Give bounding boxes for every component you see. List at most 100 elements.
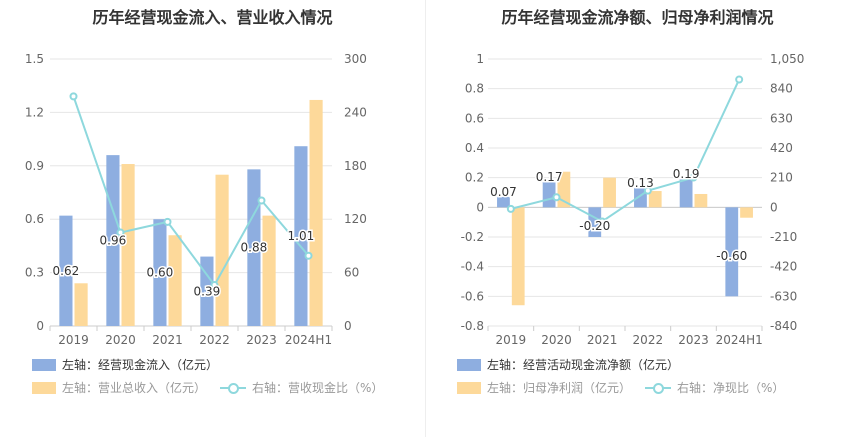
bar-data-label: -0.20 bbox=[579, 219, 610, 233]
category-tick-label: 2021 bbox=[152, 333, 183, 347]
category-tick-label: 2024H1 bbox=[716, 333, 763, 347]
bar-primary bbox=[497, 196, 510, 208]
right-axis-tick-label: 630 bbox=[770, 111, 793, 125]
bar-secondary bbox=[694, 193, 708, 208]
ratio-point bbox=[689, 173, 698, 182]
legend-item[interactable]: 左轴：营业总收入（亿元） bbox=[32, 379, 206, 396]
left-axis-tick-label: 0.6 bbox=[465, 111, 484, 125]
legend-swatch bbox=[457, 381, 481, 394]
category-tick-label: 2022 bbox=[633, 333, 664, 347]
left-axis-tick-label: -0.2 bbox=[461, 230, 484, 244]
left-axis-tick-label: -0.6 bbox=[461, 289, 484, 303]
left-axis-tick-label: 0.3 bbox=[25, 266, 44, 280]
bar-primary bbox=[725, 207, 739, 297]
legend-item[interactable]: 右轴：营收现金比（%） bbox=[220, 379, 383, 396]
category-tick-label: 2024H1 bbox=[285, 333, 332, 347]
panel-divider bbox=[425, 0, 426, 437]
right-axis-tick-label: 420 bbox=[770, 141, 793, 155]
bar-primary bbox=[294, 146, 308, 326]
legend-item[interactable]: 左轴：经营活动现金流净额（亿元） bbox=[457, 356, 679, 373]
left-axis-tick-label: 0.6 bbox=[25, 212, 44, 226]
legend-label: 左轴：营业总收入（亿元） bbox=[62, 381, 207, 395]
legend-label: 右轴：营收现金比（%） bbox=[252, 381, 384, 395]
left-axis-tick-label: -0.4 bbox=[461, 260, 484, 274]
right-axis-tick-label: 300 bbox=[344, 52, 367, 66]
right-axis-tick-label: 240 bbox=[344, 105, 367, 119]
bar-secondary bbox=[740, 207, 753, 218]
category-tick-label: 2019 bbox=[58, 333, 89, 347]
bar-secondary bbox=[121, 164, 135, 326]
bar-secondary bbox=[262, 215, 276, 326]
right-axis-tick-label: 210 bbox=[770, 171, 793, 185]
legend-swatch bbox=[32, 381, 56, 394]
ratio-line bbox=[510, 79, 741, 223]
category-tick-label: 2023 bbox=[678, 333, 709, 347]
category-tick-label: 2019 bbox=[496, 333, 527, 347]
bar-secondary bbox=[603, 177, 616, 208]
category-tick-label: 2020 bbox=[105, 333, 136, 347]
right-axis-tick-label: 840 bbox=[770, 82, 793, 96]
right-axis-tick-label: 60 bbox=[344, 266, 359, 280]
ratio-point bbox=[116, 228, 125, 237]
right-axis-tick-label: 0 bbox=[770, 200, 778, 214]
bar-secondary bbox=[648, 191, 662, 208]
legend-item[interactable]: 左轴：经营现金流入（亿元） bbox=[32, 356, 218, 373]
right-axis-tick-label: -420 bbox=[770, 260, 797, 274]
bar-data-label: 0.39 bbox=[194, 284, 221, 298]
bar-primary bbox=[200, 256, 214, 326]
bar-data-label: 0.60 bbox=[147, 266, 174, 280]
ratio-point bbox=[552, 193, 561, 202]
ratio-point bbox=[210, 281, 219, 290]
legend-swatch bbox=[457, 358, 481, 371]
chart-title: 历年经营现金流入、营业收入情况 bbox=[92, 8, 333, 27]
legend-label: 左轴：经营现金流入（亿元） bbox=[62, 358, 219, 372]
bar-primary bbox=[59, 215, 73, 326]
bar-secondary bbox=[215, 174, 229, 326]
left-axis-tick-label: 0.8 bbox=[465, 82, 484, 96]
category-tick-label: 2021 bbox=[587, 333, 618, 347]
ratio-point bbox=[735, 75, 744, 84]
bar-primary bbox=[542, 182, 556, 208]
ratio-point bbox=[598, 217, 607, 226]
right-axis-tick-label: 120 bbox=[344, 212, 367, 226]
chart-panel-net-cash: 历年经营现金流净额、归母净利润情况 -0.8 -840 -0.6 -630 -0.4 -4… bbox=[425, 0, 850, 437]
ratio-point bbox=[69, 92, 78, 101]
legend-item[interactable]: 左轴：归母净利润（亿元） bbox=[457, 379, 631, 396]
left-axis-tick-label: -0.8 bbox=[461, 319, 484, 333]
left-axis-tick-label: 1 bbox=[476, 52, 484, 66]
legend-label: 右轴：净现比（%） bbox=[677, 381, 785, 395]
bar-secondary bbox=[309, 99, 323, 326]
left-axis-tick-label: 0.4 bbox=[465, 141, 484, 155]
chart-svg: 0 0 0.3 60 0.6 120 0.9 180 1.2 240 1.5 300 2019 2020 2… bbox=[25, 52, 367, 347]
ratio-point bbox=[506, 204, 515, 213]
category-tick-label: 2020 bbox=[541, 333, 572, 347]
ratio-point bbox=[163, 217, 172, 226]
left-axis-tick-label: 1.5 bbox=[25, 52, 44, 66]
right-axis-tick-label: -210 bbox=[770, 230, 797, 244]
right-axis-tick-label: -630 bbox=[770, 289, 797, 303]
bar-secondary bbox=[511, 207, 525, 306]
chart-title: 历年经营现金流净额、归母净利润情况 bbox=[501, 8, 774, 27]
legend-swatch bbox=[645, 382, 672, 394]
bar-primary bbox=[106, 155, 120, 326]
category-tick-label: 2022 bbox=[199, 333, 230, 347]
right-axis-tick-label: 1,050 bbox=[770, 52, 804, 66]
chart-svg: -0.8 -840 -0.6 -630 -0.4 -420 -0.2 -210 0 0 0.2 210… bbox=[461, 52, 805, 347]
bar-data-label: 0.07 bbox=[490, 185, 517, 199]
left-axis-tick-label: 0 bbox=[36, 319, 44, 333]
bar-data-label: 1.01 bbox=[288, 229, 315, 243]
ratio-point bbox=[643, 186, 652, 195]
right-axis-tick-label: -840 bbox=[770, 319, 797, 333]
legend-swatch bbox=[32, 358, 56, 371]
left-axis-tick-label: 0.2 bbox=[465, 171, 484, 185]
ratio-point bbox=[304, 251, 313, 260]
bar-secondary bbox=[168, 235, 182, 326]
bar-data-label: -0.60 bbox=[716, 249, 747, 263]
left-axis-tick-label: 1.2 bbox=[25, 105, 44, 119]
bar-primary bbox=[153, 219, 167, 326]
legend-item[interactable]: 右轴：净现比（%） bbox=[645, 379, 784, 396]
bar-data-label: 0.17 bbox=[536, 170, 563, 184]
bar-data-label: 0.19 bbox=[673, 167, 700, 181]
bar-data-label: 0.88 bbox=[241, 241, 268, 255]
bar-secondary bbox=[74, 283, 88, 326]
